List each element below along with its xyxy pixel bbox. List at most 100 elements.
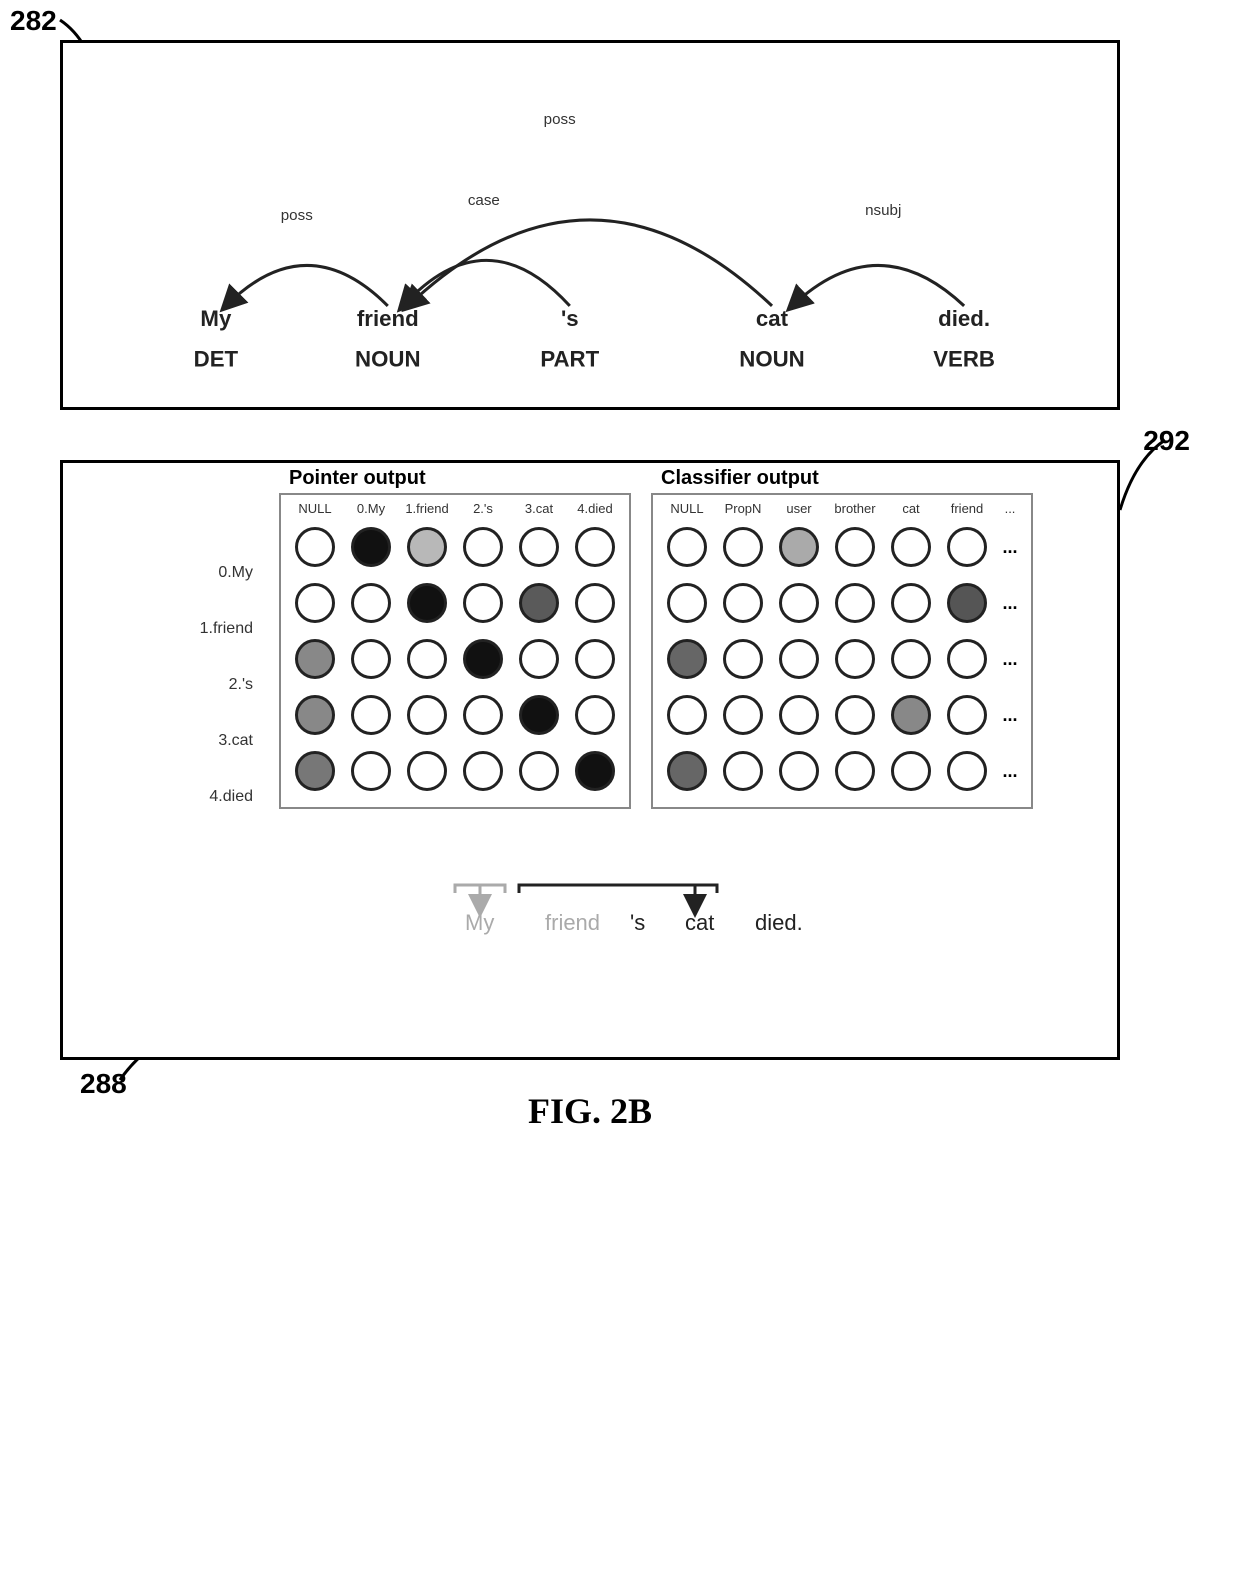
matrix-cell (399, 519, 455, 575)
matrix-cell (883, 687, 939, 743)
matrix-cell (567, 743, 623, 799)
dot (463, 583, 503, 623)
matrix-cell (883, 519, 939, 575)
dot (779, 639, 819, 679)
matrix-cell (939, 631, 995, 687)
svg-text:VERB: VERB (933, 347, 995, 372)
dot (463, 527, 503, 567)
dot (947, 695, 987, 735)
dot (295, 751, 335, 791)
matrix-row: ... (659, 687, 1025, 743)
svg-text:NOUN: NOUN (355, 347, 420, 372)
matrix-cell (343, 575, 399, 631)
svg-text:NOUN: NOUN (739, 347, 804, 372)
parse-svg: posscasepossnsubj MyDETfriendNOUN'sPARTc… (63, 43, 1117, 407)
matrix-cell (287, 631, 343, 687)
col-header: brother (827, 499, 883, 519)
row-ellipsis: ... (995, 743, 1025, 799)
matrix-cell (511, 519, 567, 575)
matrix-cell (771, 575, 827, 631)
matrix-cell (455, 519, 511, 575)
dot (295, 583, 335, 623)
dot (463, 695, 503, 735)
dot (407, 695, 447, 735)
matrix-cell (939, 743, 995, 799)
dot (667, 527, 707, 567)
matrix-panel: 0.My1.friend2.'s3.cat4.died Pointer outp… (60, 460, 1120, 1060)
matrix-row (287, 631, 623, 687)
matrix-cell (939, 575, 995, 631)
matrix-row: ... (659, 631, 1025, 687)
dot (351, 583, 391, 623)
sentence-word: died. (755, 910, 803, 935)
matrix-cell (287, 687, 343, 743)
matrix-cell (455, 575, 511, 631)
dot (575, 583, 615, 623)
dot (723, 583, 763, 623)
matrix-cell (715, 519, 771, 575)
dot (407, 751, 447, 791)
matrix-cell (771, 631, 827, 687)
leader-line-292 (1110, 430, 1180, 520)
matrix-row: ... (659, 575, 1025, 631)
row-ellipsis: ... (995, 575, 1025, 631)
matrix-cell (659, 687, 715, 743)
pointer-title: Pointer output (289, 467, 426, 490)
matrix-cell (939, 519, 995, 575)
dot (947, 527, 987, 567)
dot (295, 527, 335, 567)
col-header: PropN (715, 499, 771, 519)
dot (835, 695, 875, 735)
dot (667, 751, 707, 791)
matrix-cell (659, 575, 715, 631)
dot (519, 751, 559, 791)
matrix-row (287, 519, 623, 575)
dot (779, 695, 819, 735)
matrix-row (287, 687, 623, 743)
svg-text:poss: poss (544, 111, 576, 128)
matrix-cell (287, 575, 343, 631)
dot (463, 639, 503, 679)
dot (351, 751, 391, 791)
dot (779, 527, 819, 567)
matrix-cell (399, 743, 455, 799)
svg-text:DET: DET (194, 347, 239, 372)
row-label: 4.died (173, 769, 253, 825)
dot (891, 583, 931, 623)
col-header-ellipsis: ... (995, 499, 1025, 519)
dot (519, 583, 559, 623)
dot (407, 583, 447, 623)
matrix-cell (511, 631, 567, 687)
matrix-cell (827, 687, 883, 743)
dot (407, 639, 447, 679)
dot (779, 751, 819, 791)
matrix-row (287, 743, 623, 799)
matrix-cell (715, 631, 771, 687)
svg-text:died.: died. (938, 306, 990, 331)
matrix-cell (659, 519, 715, 575)
svg-text:'s: 's (561, 306, 579, 331)
dot (723, 751, 763, 791)
dot (575, 695, 615, 735)
row-labels: 0.My1.friend2.'s3.cat4.died (173, 493, 253, 825)
dot (575, 527, 615, 567)
dot (667, 639, 707, 679)
matrix-cell (511, 687, 567, 743)
dot (891, 527, 931, 567)
dot (891, 695, 931, 735)
matrix-cell (715, 743, 771, 799)
row-ellipsis: ... (995, 631, 1025, 687)
col-header: NULL (659, 499, 715, 519)
row-label: 2.'s (173, 657, 253, 713)
dot (835, 527, 875, 567)
col-header: cat (883, 499, 939, 519)
matrix-cell (715, 687, 771, 743)
svg-text:My: My (200, 306, 232, 331)
dot (723, 527, 763, 567)
col-header: user (771, 499, 827, 519)
dot (723, 639, 763, 679)
svg-text:case: case (468, 192, 500, 209)
dot (519, 527, 559, 567)
matrix-cell (883, 743, 939, 799)
dot (295, 695, 335, 735)
